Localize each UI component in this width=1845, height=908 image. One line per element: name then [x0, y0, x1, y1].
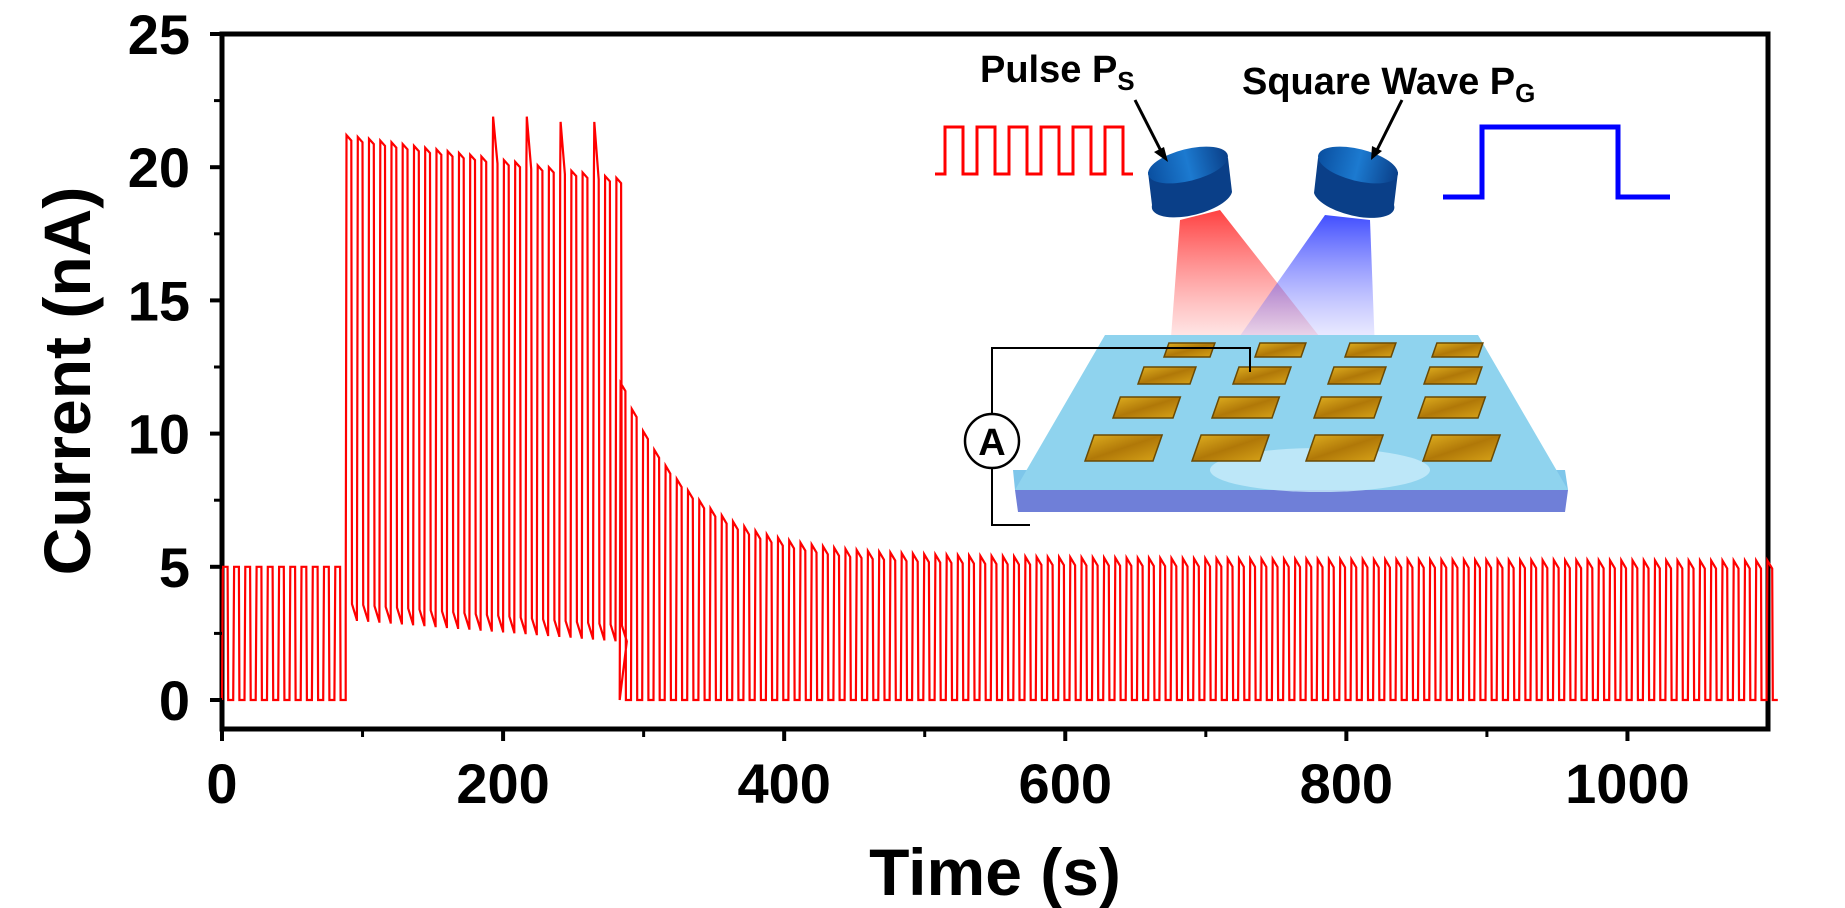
- x-tick-label: 0: [206, 752, 237, 815]
- ammeter-icon: [963, 412, 1021, 470]
- x-tick-label: 1000: [1565, 752, 1690, 815]
- y-axis-title: Current (nA): [30, 187, 104, 576]
- ammeter-circuit: A: [963, 347, 1251, 526]
- electrode-array: [1083, 342, 1502, 462]
- gold-electrode: [1210, 396, 1281, 419]
- ammeter-label: A: [978, 422, 1005, 464]
- pulse-label: Pulse PS: [980, 49, 1135, 96]
- gold-electrode: [1343, 342, 1397, 358]
- gold-electrode: [1162, 342, 1216, 358]
- gold-electrode: [1190, 434, 1271, 462]
- current-series: [220, 116, 1778, 702]
- gold-electrode: [1421, 434, 1502, 462]
- y-tick-label: 0: [159, 669, 190, 732]
- square-wave-arrow: [1371, 99, 1404, 160]
- gold-electrode: [1304, 434, 1385, 462]
- gold-electrode: [1253, 342, 1307, 358]
- gold-electrode: [1111, 396, 1182, 419]
- x-tick-label: 200: [456, 752, 549, 815]
- x-tick-label: 400: [737, 752, 830, 815]
- pulse-arrow: [1133, 99, 1168, 162]
- x-axis: 0 200 400 600 800 1000: [206, 729, 1690, 815]
- pulse-light-source-icon: [1148, 146, 1232, 218]
- y-tick-label: 5: [159, 536, 190, 599]
- blue-light-beam: [1230, 215, 1375, 350]
- gold-electrode: [1231, 366, 1293, 385]
- gold-electrode: [1422, 366, 1484, 385]
- y-tick-label: 25: [128, 3, 190, 66]
- gold-electrode: [1083, 434, 1164, 462]
- x-tick-label: 800: [1300, 752, 1393, 815]
- substrate-bottom-layer: [1015, 490, 1568, 512]
- x-axis-title: Time (s): [869, 835, 1121, 908]
- y-tick-label: 20: [128, 136, 190, 199]
- plot-frame: [219, 31, 1771, 732]
- series-line-current: [220, 116, 1778, 702]
- pulse-waveform-icon: [935, 125, 1133, 176]
- y-tick-label: 15: [128, 269, 190, 332]
- y-tick-label: 10: [128, 403, 190, 466]
- device-schematic: A Pulse PS Square Wave PG: [935, 49, 1670, 526]
- gold-electrode: [1312, 396, 1383, 419]
- square-waveform-icon: [1443, 124, 1670, 200]
- gold-electrode: [1136, 366, 1198, 385]
- square-wave-light-source-icon: [1314, 146, 1398, 218]
- gold-electrode: [1430, 342, 1484, 358]
- y-axis: 0 5 10 15 20 25: [128, 3, 222, 732]
- gold-electrode: [1416, 396, 1487, 419]
- x-tick-label: 600: [1019, 752, 1112, 815]
- gold-electrode: [1326, 366, 1388, 385]
- square-wave-label: Square Wave PG: [1242, 61, 1535, 108]
